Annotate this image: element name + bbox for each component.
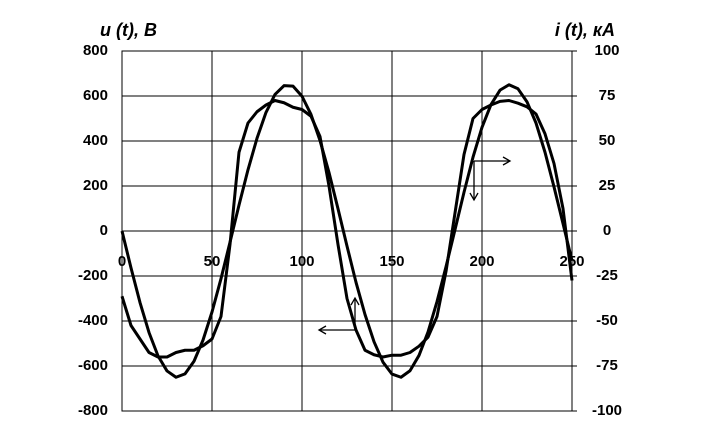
y-tick-label: 200 — [83, 177, 108, 194]
y2-tick-label: 50 — [599, 132, 616, 149]
y-tick-label: 400 — [83, 132, 108, 149]
y-tick-label: 600 — [83, 87, 108, 104]
y2-tick-label: 100 — [594, 42, 619, 59]
y-tick-label: 800 — [83, 42, 108, 59]
y2-tick-label: 25 — [599, 177, 616, 194]
y2-tick-label: 0 — [603, 222, 611, 239]
y-tick-label: -800 — [78, 402, 108, 419]
y2-tick-label: -100 — [592, 402, 622, 419]
line-series — [120, 99, 574, 359]
y2-tick-label: 75 — [599, 87, 616, 104]
line-series — [120, 83, 574, 379]
y2-tick-label: -50 — [596, 312, 618, 329]
y2-axis-label: i (t), кА — [555, 20, 615, 40]
y-tick-label: -600 — [78, 357, 108, 374]
y-tick-label: -200 — [78, 267, 108, 284]
y2-tick-label: -75 — [596, 357, 618, 374]
y-axis-label: u (t), В — [100, 20, 157, 40]
y-tick-label: -400 — [78, 312, 108, 329]
y2-tick-label: -25 — [596, 267, 618, 284]
y-tick-label: 0 — [100, 222, 108, 239]
